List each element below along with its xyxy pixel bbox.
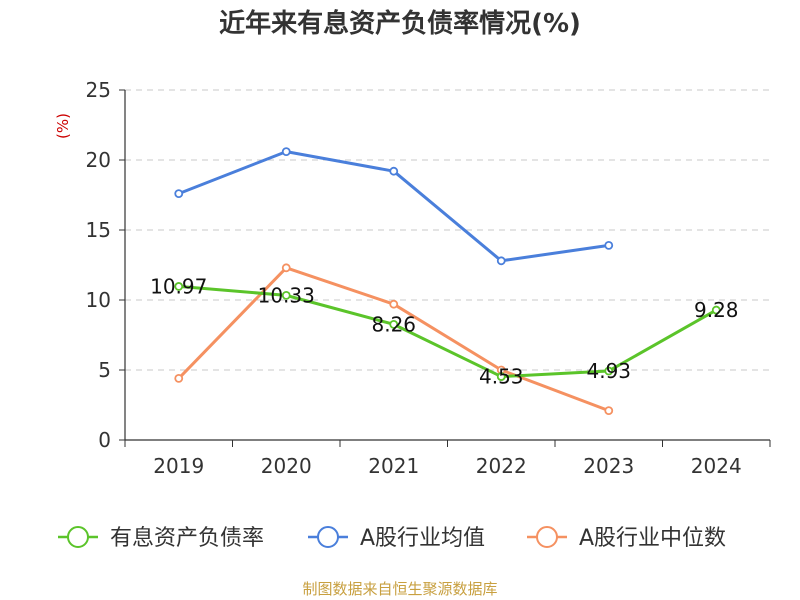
series-0 — [174, 282, 721, 381]
data-point — [281, 290, 291, 300]
data-labels: 10.97 10.33 8.26 4.53 4.93 9.28 — [150, 274, 738, 388]
y-tick-label: 15 — [86, 218, 111, 242]
series-line — [178, 284, 717, 379]
data-point — [604, 366, 614, 376]
data-point — [604, 406, 614, 416]
data-point — [389, 166, 399, 176]
legend-label: A股行业中位数 — [579, 526, 726, 551]
x-tick-label: 2020 — [261, 454, 312, 478]
legend-marker — [67, 526, 89, 548]
data-label: 4.93 — [586, 359, 631, 383]
y-axis-unit: (%) — [54, 113, 72, 139]
chart-title: 近年来有息资产负债率情况(%) — [219, 8, 581, 39]
series-2 — [174, 263, 614, 416]
legend-item-1: A股行业均值 — [308, 526, 485, 551]
data-label: 10.97 — [150, 274, 207, 298]
legend-marker — [317, 526, 339, 548]
data-point — [604, 240, 614, 250]
y-tick-labels: 0 5 10 15 20 25 — [86, 78, 111, 452]
data-point — [281, 263, 291, 273]
data-point — [496, 256, 506, 266]
x-tick-label: 2022 — [476, 454, 527, 478]
x-tick-label: 2024 — [691, 454, 742, 478]
data-point — [174, 282, 184, 291]
y-tick-label: 5 — [98, 358, 111, 382]
data-point — [496, 372, 506, 381]
legend-label: 有息资产负债率 — [110, 526, 264, 551]
series-1 — [174, 147, 614, 266]
data-label: 10.33 — [258, 283, 315, 307]
series-line — [177, 266, 610, 413]
legend-marker — [536, 526, 558, 548]
grid-lines — [125, 89, 770, 371]
data-point — [281, 147, 291, 157]
x-tick-labels: 2019 2020 2021 2022 2023 2024 — [153, 454, 741, 478]
x-tick-label: 2023 — [583, 454, 634, 478]
y-tick-label: 20 — [86, 148, 111, 172]
source-note: 制图数据来自恒生聚源数据库 — [302, 580, 497, 598]
data-point — [174, 373, 184, 383]
x-tick-label: 2021 — [368, 454, 419, 478]
data-label: 8.26 — [371, 312, 416, 336]
y-tick-label: 25 — [86, 78, 111, 102]
data-label: 9.28 — [694, 298, 739, 322]
series-lines — [174, 147, 721, 416]
y-tick-label: 10 — [86, 288, 111, 312]
legend-label: A股行业均值 — [360, 526, 485, 551]
data-point — [174, 189, 184, 199]
y-tick-label: 0 — [98, 428, 111, 452]
legend-item-0: 有息资产负债率 — [58, 526, 264, 551]
data-point — [389, 319, 399, 329]
axes — [119, 89, 771, 447]
data-label: 4.53 — [479, 365, 524, 389]
x-tick-label: 2019 — [153, 454, 204, 478]
legend-item-2: A股行业中位数 — [527, 526, 726, 551]
data-point — [389, 299, 399, 309]
data-point — [711, 305, 721, 315]
legend: 有息资产负债率 A股行业均值 A股行业中位数 — [58, 526, 726, 551]
